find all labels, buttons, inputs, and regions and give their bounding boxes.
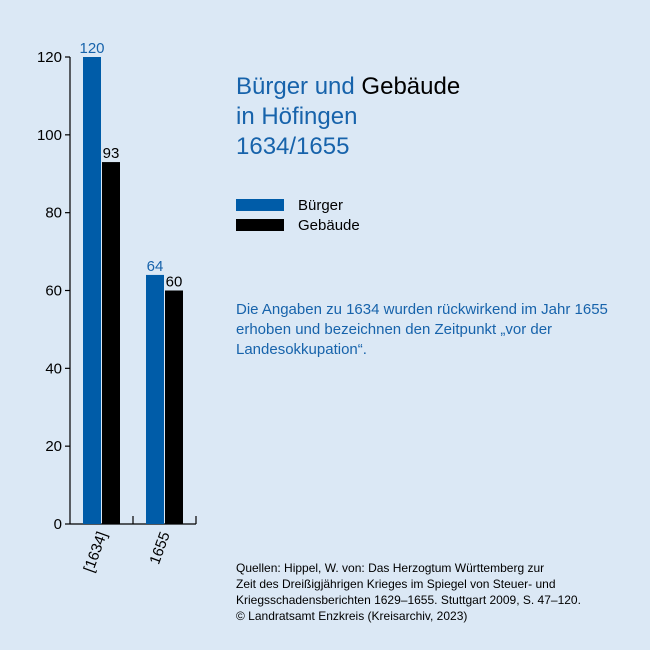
y-tick-label: 40 <box>45 360 62 377</box>
data-label: 60 <box>166 274 183 291</box>
copyright-line: © Landratsamt Enzkreis (Kreisarchiv, 202… <box>236 609 468 623</box>
y-tick-label: 80 <box>45 205 62 222</box>
bar <box>83 57 101 524</box>
sources-line: Kriegsschadensberichten 1629–1655. Stutt… <box>236 593 581 607</box>
bar <box>102 162 120 524</box>
bar <box>146 274 164 524</box>
sources: Quellen: Hippel, W. von: Das Herzogtum W… <box>236 560 636 624</box>
data-label: 64 <box>147 258 164 275</box>
legend-item-buerger: Bürger <box>236 195 360 215</box>
sources-line: Zeit des Dreißigjährigen Krieges im Spie… <box>236 577 556 591</box>
title-line2: in Höfingen <box>236 103 358 130</box>
legend-label-gebaeude: Gebäude <box>298 216 360 234</box>
legend: Bürger Gebäude <box>236 195 360 235</box>
y-tick-label: 60 <box>45 283 62 300</box>
x-tick-label: 1655 <box>146 530 173 567</box>
x-tick-label: [1634] <box>81 530 111 575</box>
data-label: 120 <box>79 40 104 57</box>
y-tick-label: 120 <box>37 49 62 66</box>
legend-swatch-buerger <box>236 199 284 211</box>
y-tick-label: 100 <box>37 127 62 144</box>
y-tick-label: 20 <box>45 438 62 455</box>
bar <box>165 290 183 524</box>
legend-label-buerger: Bürger <box>298 196 344 214</box>
legend-item-gebaeude: Gebäude <box>236 215 360 235</box>
y-tick-label: 0 <box>54 516 62 533</box>
sources-line: Quellen: Hippel, W. von: Das Herzogtum W… <box>236 561 545 575</box>
title-part1: Bürger und <box>236 73 355 100</box>
chart-title: Bürger und Gebäude in Höfingen 1634/1655 <box>236 72 460 162</box>
legend-swatch-gebaeude <box>236 219 284 231</box>
title-part2: Gebäude <box>361 73 461 100</box>
data-label: 93 <box>103 145 120 162</box>
title-line3: 1634/1655 <box>236 133 350 160</box>
note-text: Die Angaben zu 1634 wurden rückwirkend i… <box>236 301 608 358</box>
